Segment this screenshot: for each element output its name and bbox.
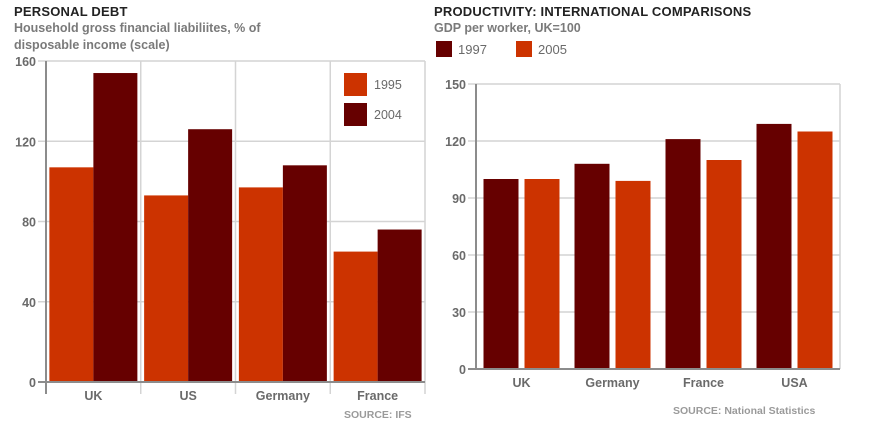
left-chart: 0 40 80 120 160 UK US Germany France 1995 2004 — [15, 55, 426, 403]
bar-us-2004 — [188, 129, 233, 382]
y-tick-label: 90 — [452, 192, 466, 206]
bar-france-2005 — [706, 160, 742, 369]
left-chart-subtitle-line-1: Household gross financial liabiliites, %… — [14, 21, 261, 35]
x-tick-label: UK — [512, 376, 530, 390]
left-chart-subtitle-line-2: disposable income (scale) — [14, 38, 170, 52]
bar-germany-1995 — [238, 187, 283, 382]
bar-france-1995 — [333, 251, 378, 382]
y-tick-label: 30 — [452, 306, 466, 320]
y-tick-label: 0 — [459, 363, 466, 377]
x-tick-label: France — [683, 376, 724, 390]
y-tick-label: 160 — [15, 55, 36, 69]
x-tick-label: France — [357, 389, 398, 403]
y-tick-label: 0 — [29, 376, 36, 390]
right-chart: 0 30 60 90 120 150 UK Germany France USA — [445, 78, 841, 390]
bar-germany-1997 — [574, 163, 610, 369]
legend-swatch-1995 — [344, 73, 367, 96]
right-chart-title: PRODUCTIVITY: INTERNATIONAL COMPARISONS — [434, 4, 752, 19]
y-tick-label: 80 — [22, 216, 36, 230]
legend-swatch-2005 — [516, 41, 532, 57]
bar-usa-2005 — [797, 131, 833, 369]
bar-germany-2005 — [615, 180, 651, 369]
legend-item-2005: 2005 — [516, 41, 567, 57]
left-chart-legend: 1995 2004 — [344, 73, 402, 126]
x-tick-label: US — [179, 389, 196, 403]
bar-us-1995 — [144, 195, 189, 382]
y-tick-label: 150 — [445, 78, 466, 92]
x-tick-label: USA — [781, 376, 807, 390]
y-tick-label: 120 — [15, 135, 36, 149]
legend-item-1997: 1997 — [436, 41, 487, 57]
bar-usa-1997 — [756, 123, 792, 370]
x-tick-label: Germany — [256, 389, 310, 403]
left-chart-title: PERSONAL DEBT — [14, 4, 128, 19]
right-chart-subtitle: GDP per worker, UK=100 — [434, 21, 581, 35]
y-tick-label: 120 — [445, 135, 466, 149]
bar-uk-1995 — [49, 167, 94, 382]
left-chart-source: SOURCE: IFS — [344, 409, 412, 421]
legend-swatch-1997 — [436, 41, 452, 57]
legend-label-1997: 1997 — [458, 41, 487, 57]
right-chart-source: SOURCE: National Statistics — [673, 405, 816, 417]
legend-swatch-2004 — [344, 103, 367, 126]
y-tick-label: 40 — [22, 296, 36, 310]
bar-uk-2005 — [524, 179, 560, 369]
legend-label-1995: 1995 — [374, 78, 402, 92]
legend-label-2005: 2005 — [538, 41, 567, 57]
x-tick-label: UK — [84, 389, 102, 403]
bar-germany-2004 — [282, 165, 327, 382]
bar-france-2004 — [377, 229, 422, 382]
x-tick-label: Germany — [585, 376, 639, 390]
bar-uk-2004 — [93, 73, 138, 382]
legend-label-2004: 2004 — [374, 108, 402, 122]
left-chart-subtitle: Household gross financial liabiliites, %… — [14, 20, 261, 54]
bar-uk-1997 — [483, 179, 519, 369]
y-tick-label: 60 — [452, 249, 466, 263]
bar-france-1997 — [665, 139, 701, 369]
